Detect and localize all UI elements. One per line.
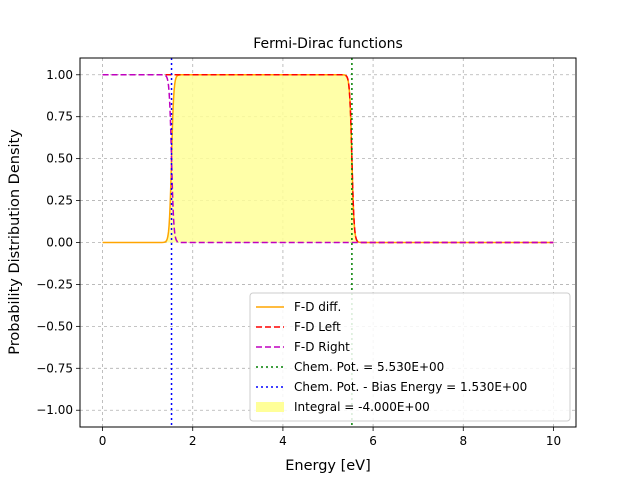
plot-area	[102, 58, 554, 427]
legend: F-D diff. F-D Left F-D Right Chem. Pot. = 5…	[249, 292, 571, 422]
series-fermi-line-2	[102, 74, 554, 244]
y-axis-label: Probability Distribution Density	[7, 129, 23, 355]
y-tick-label: 0.00	[46, 236, 73, 250]
integral-fill-area	[102, 74, 554, 243]
y-tick-label: 0.75	[46, 110, 73, 124]
x-tick-label: 8	[459, 434, 467, 448]
y-tick-label: −0.50	[36, 319, 73, 333]
legend-swatch	[256, 402, 284, 412]
y-tick-label: 0.25	[46, 194, 73, 208]
x-tick-label: 0	[99, 434, 107, 448]
legend-entry-label: Integral = -4.000E+00	[294, 400, 430, 414]
legend-entry-label: F-D diff.	[294, 300, 341, 314]
legend-entry-label: F-D Right	[294, 340, 350, 354]
x-axis-label: Energy [eV]	[285, 458, 371, 474]
chart-title: Fermi-Dirac functions	[253, 36, 403, 52]
x-tick-label: 2	[189, 434, 197, 448]
x-tick-label: 6	[369, 434, 377, 448]
y-tick-label: −0.25	[36, 277, 73, 291]
y-tick-label: −1.00	[36, 403, 73, 417]
y-tick-label: 0.50	[46, 152, 73, 166]
axis-ticks: 0 2 4 6 8 10 −1.00 −0.75 −0.50 −0.25 0.00 0.25 0.50 0…	[36, 68, 561, 448]
x-tick-label: 10	[546, 434, 561, 448]
legend-entry-label: Chem. Pot. - Bias Energy = 1.530E+00	[294, 380, 527, 394]
y-tick-label: 1.00	[46, 68, 73, 82]
x-tick-label: 4	[279, 434, 287, 448]
legend-box	[249, 292, 571, 422]
legend-entry-label: Chem. Pot. = 5.530E+00	[294, 360, 444, 374]
y-tick-label: −0.75	[36, 361, 73, 375]
legend-entry-label: F-D Left	[294, 320, 341, 334]
